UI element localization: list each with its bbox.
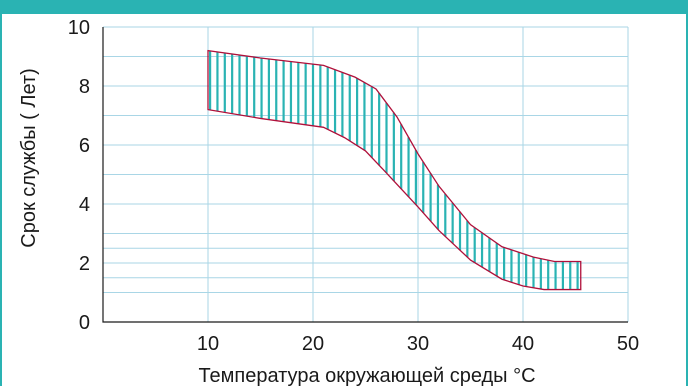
y-tick-label: 4 bbox=[79, 194, 90, 216]
y-tick-label: 8 bbox=[79, 76, 90, 98]
y-tick-label: 0 bbox=[79, 312, 90, 334]
y-tick-label: 6 bbox=[79, 135, 90, 157]
x-tick-label: 50 bbox=[617, 333, 639, 355]
x-tick-label: 40 bbox=[512, 333, 534, 355]
lifetime-band bbox=[207, 49, 582, 291]
y-axis-label: Срок службы ( Лет) bbox=[18, 68, 40, 248]
band-outline bbox=[207, 49, 582, 291]
axes bbox=[102, 27, 628, 323]
y-tick-label: 10 bbox=[68, 17, 90, 39]
tick-labels: 10 20 30 40 50 0 2 4 6 8 10 bbox=[68, 17, 639, 355]
top-accent-bar bbox=[0, 0, 688, 14]
x-tick-label: 20 bbox=[302, 333, 324, 355]
axis-lines bbox=[102, 27, 628, 323]
x-tick-label: 30 bbox=[407, 333, 429, 355]
y-tick-label: 2 bbox=[79, 253, 90, 275]
chart-frame bbox=[0, 14, 688, 386]
x-axis-label: Температура окружающей среды °C bbox=[198, 365, 535, 386]
x-tick-label: 10 bbox=[197, 333, 219, 355]
